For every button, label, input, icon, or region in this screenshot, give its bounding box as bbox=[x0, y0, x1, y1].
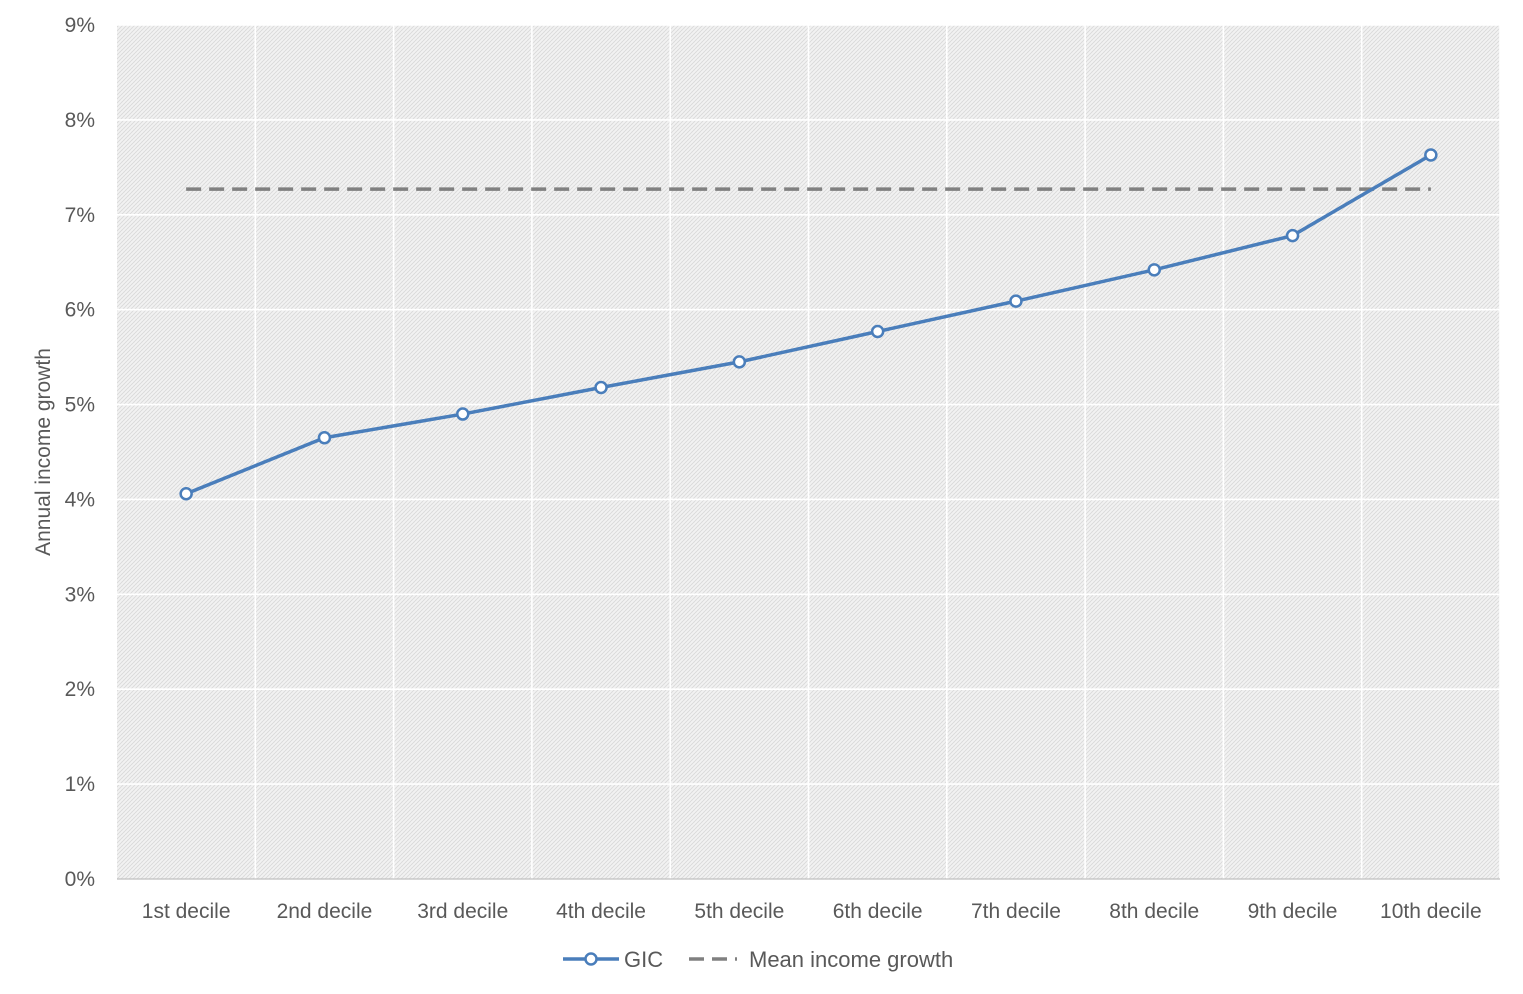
y-tick-label: 0% bbox=[65, 868, 95, 891]
gic-line bbox=[185, 153, 1432, 496]
x-tick-label: 3rd decile bbox=[417, 900, 508, 923]
gic-point bbox=[317, 431, 332, 445]
x-tick-label: 10th decile bbox=[1380, 900, 1482, 923]
y-tick-label: 7% bbox=[65, 204, 95, 227]
gic-point bbox=[1285, 228, 1300, 243]
x-tick-label: 1st decile bbox=[142, 900, 231, 923]
gic-point bbox=[1424, 148, 1438, 162]
gic-point bbox=[456, 407, 470, 421]
y-tick-label: 4% bbox=[65, 488, 95, 511]
legend: GIC Mean income growth bbox=[563, 947, 953, 972]
y-tick-label: 6% bbox=[65, 299, 95, 322]
gic-point bbox=[179, 487, 193, 501]
x-tick-label: 6th decile bbox=[833, 900, 923, 923]
axes: 0% 1% 2% 3% 4% 5% 6% 7% 8% 9% 1st decile 2nd decile… bbox=[65, 14, 1500, 923]
y-tick-label: 5% bbox=[65, 394, 95, 417]
y-tick-label: 1% bbox=[65, 773, 95, 796]
y-tick-label: 2% bbox=[65, 678, 95, 701]
legend-gic-marker bbox=[584, 952, 598, 966]
legend-gic-label: GIC bbox=[624, 947, 663, 972]
gic-point bbox=[1009, 294, 1023, 308]
y-tick-label: 9% bbox=[65, 14, 95, 37]
gic-point bbox=[594, 380, 608, 395]
y-tick-label: 8% bbox=[65, 109, 95, 132]
y-axis-title: Annual income growth bbox=[32, 348, 55, 556]
legend-mean-label: Mean income growth bbox=[749, 947, 953, 972]
series-layer bbox=[179, 148, 1438, 501]
y-tick-label: 3% bbox=[65, 583, 95, 606]
gic-point bbox=[1147, 263, 1161, 277]
gridlines bbox=[117, 24, 1501, 879]
gic-point bbox=[732, 355, 747, 369]
gic-point bbox=[870, 324, 885, 339]
x-tick-label: 2nd decile bbox=[277, 900, 373, 923]
x-tick-label: 5th decile bbox=[694, 900, 784, 923]
x-tick-label: 4th decile bbox=[556, 900, 646, 923]
x-tick-label: 8th decile bbox=[1109, 900, 1199, 923]
x-tick-label: 9th decile bbox=[1248, 900, 1338, 923]
x-tick-label: 7th decile bbox=[971, 900, 1061, 923]
